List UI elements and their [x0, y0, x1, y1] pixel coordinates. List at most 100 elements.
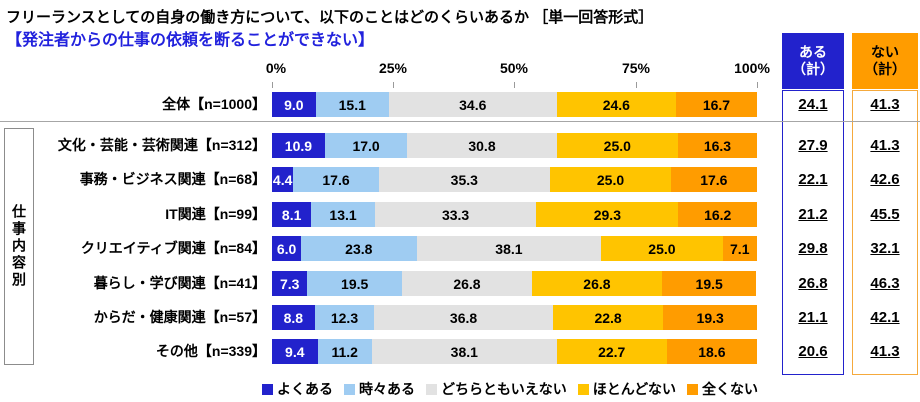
bar-segment-2: 17.6 [293, 167, 379, 192]
axis-tick-mark [272, 82, 273, 88]
axis-tick-mark [514, 82, 515, 88]
bar-segment-5: 19.3 [663, 305, 757, 330]
bar-segment-2: 15.1 [315, 92, 389, 117]
row-label: IT関連【n=99】 [165, 206, 266, 222]
nai-total-column-box [852, 90, 918, 375]
nai-total-value: 41.3 [870, 137, 900, 154]
bar-segment-1: 9.0 [272, 92, 316, 117]
nai-total-value: 41.3 [870, 96, 900, 113]
stacked-bar: 9.0 15.1 34.6 24.6 16.7 [272, 92, 757, 117]
bar-segment-3: 38.1 [416, 236, 602, 261]
bar-segment-2: 12.3 [314, 305, 375, 330]
bar-segment-3: 34.6 [388, 92, 557, 117]
aru-total-value: 24.1 [798, 96, 828, 113]
chart-row: からだ・健康関連【n=57】 8.8 12.3 36.8 22.8 19.3 21.1 42.… [0, 305, 920, 330]
bar-segment-4: 22.7 [556, 339, 667, 364]
chart-row: 文化・芸能・芸術関連【n=312】 10.9 17.0 30.8 25.0 16.3 27.… [0, 133, 920, 158]
bar-segment-3: 36.8 [374, 305, 553, 330]
nai-header-line1: ない [871, 44, 899, 60]
bar-segment-5: 16.3 [677, 133, 757, 158]
nai-total-value: 45.5 [870, 206, 900, 223]
bar-segment-5: 19.5 [661, 271, 757, 296]
aru-header-line1: ある [799, 44, 827, 60]
bar-segment-1: 4.4 [272, 167, 294, 192]
chart-title: フリーランスとしての自身の働き方について、以下のことはどのくらいあるか ［単一回… [6, 9, 654, 26]
bar-segment-4: 24.6 [556, 92, 676, 117]
aru-total-value: 29.8 [798, 240, 828, 257]
group-label-box: 仕事内容別 [4, 128, 34, 365]
bar-segment-2: 19.5 [307, 271, 402, 296]
stacked-bar: 8.1 13.1 33.3 29.3 16.2 [272, 202, 757, 227]
bar-segment-3: 33.3 [374, 202, 537, 227]
legend-item: よくある [261, 379, 333, 399]
chart-row: クリエイティブ関連【n=84】 6.0 23.8 38.1 25.0 7.1 29.8 32.… [0, 236, 920, 261]
bar-segment-5: 16.7 [675, 92, 757, 117]
legend-swatch-icon [343, 383, 355, 395]
legend-label: よくある [276, 381, 333, 397]
bar-segment-2: 11.2 [317, 339, 372, 364]
overall-separator-line [0, 121, 920, 122]
chart-subtitle: 【発注者からの仕事の依頼を断ることができない】 [6, 32, 375, 49]
aru-total-value: 22.1 [798, 171, 828, 188]
aru-total-value: 26.8 [798, 275, 828, 292]
nai-total-value: 41.3 [870, 343, 900, 360]
bar-segment-4: 25.0 [549, 167, 672, 192]
axis-tick-label-75: 75% [621, 60, 651, 76]
axis-tick-mark [757, 82, 758, 88]
bar-segment-1: 8.8 [272, 305, 315, 330]
legend-item: ほとんどない [577, 379, 676, 399]
aru-header-line2: （計） [792, 61, 834, 77]
row-label: 事務・ビジネス関連【n=68】 [79, 171, 266, 187]
legend-swatch-icon [577, 383, 589, 395]
bar-segment-1: 6.0 [272, 236, 302, 261]
legend-item: 時々ある [343, 379, 415, 399]
bar-segment-4: 25.0 [601, 236, 723, 261]
legend-swatch-icon [261, 383, 273, 395]
bar-segment-2: 23.8 [301, 236, 417, 261]
bar-segment-5: 18.6 [666, 339, 757, 364]
bar-segment-4: 26.8 [531, 271, 662, 296]
bar-segment-4: 22.8 [552, 305, 664, 330]
row-label: その他【n=339】 [155, 343, 266, 359]
aru-total-value: 27.9 [798, 137, 828, 154]
chart-row: 事務・ビジネス関連【n=68】 4.4 17.6 35.3 25.0 17.6 22.1 42… [0, 167, 920, 192]
bar-segment-3: 35.3 [378, 167, 550, 192]
legend-item: どちらともいえない [425, 379, 567, 399]
row-label: 全体【n=1000】 [162, 96, 266, 112]
bar-segment-1: 8.1 [272, 202, 312, 227]
chart-row: その他【n=339】 9.4 11.2 38.1 22.7 18.6 20.6 41.3 [0, 339, 920, 364]
bar-segment-4: 25.0 [556, 133, 678, 158]
bar-segment-4: 29.3 [536, 202, 679, 227]
chart-row: 全体【n=1000】 9.0 15.1 34.6 24.6 16.7 24.1 41.3 [0, 92, 920, 117]
bar-segment-3: 38.1 [371, 339, 557, 364]
legend-swatch-icon [425, 383, 437, 395]
row-label: クリエイティブ関連【n=84】 [80, 240, 266, 256]
stacked-bar: 6.0 23.8 38.1 25.0 7.1 [272, 236, 757, 261]
bar-segment-2: 17.0 [324, 133, 408, 158]
legend-item: 全くない [687, 379, 758, 399]
aru-total-value: 21.2 [798, 206, 828, 223]
nai-total-header: ない （計） [852, 33, 918, 89]
axis-tick-mark [636, 82, 637, 88]
legend-label: どちらともいえない [440, 381, 567, 397]
nai-total-value: 42.6 [870, 171, 900, 188]
legend: よくある 時々ある どちらともいえない ほとんどない 全くない [100, 379, 920, 399]
stacked-bar: 7.3 19.5 26.8 26.8 19.5 [272, 271, 757, 296]
nai-header-line2: （計） [864, 61, 906, 77]
stacked-bar: 8.8 12.3 36.8 22.8 19.3 [272, 305, 757, 330]
nai-total-value: 46.3 [870, 275, 900, 292]
aru-total-value: 21.1 [798, 309, 828, 326]
stacked-bar: 10.9 17.0 30.8 25.0 16.3 [272, 133, 757, 158]
group-label: 仕事内容別 [11, 204, 27, 289]
bar-segment-5: 16.2 [678, 202, 757, 227]
bar-segment-5: 7.1 [722, 236, 757, 261]
legend-label: 時々ある [358, 381, 415, 397]
bar-segment-5: 17.6 [671, 167, 757, 192]
stacked-bar: 9.4 11.2 38.1 22.7 18.6 [272, 339, 757, 364]
row-label: からだ・健康関連【n=57】 [93, 309, 266, 325]
chart-row: 暮らし・学び関連【n=41】 7.3 19.5 26.8 26.8 19.5 26.8 46.… [0, 271, 920, 296]
bar-segment-3: 26.8 [401, 271, 532, 296]
chart-row: IT関連【n=99】 8.1 13.1 33.3 29.3 16.2 21.2 45.5 [0, 202, 920, 227]
bar-segment-3: 30.8 [407, 133, 557, 158]
